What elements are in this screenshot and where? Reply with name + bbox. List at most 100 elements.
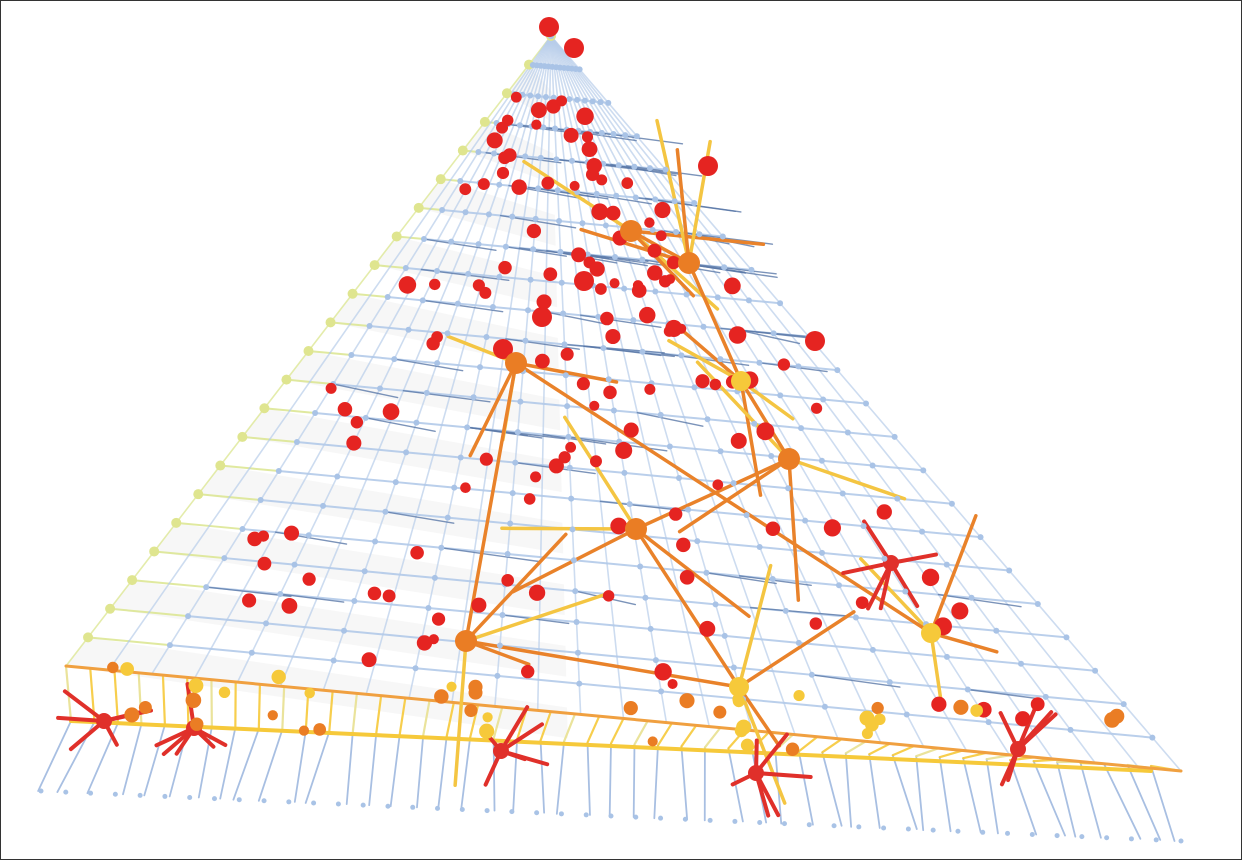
- node: [647, 736, 658, 747]
- member: [457, 334, 468, 366]
- member: [668, 445, 697, 450]
- node: [570, 557, 577, 564]
- node: [1030, 697, 1045, 712]
- node: [451, 484, 458, 491]
- member: [609, 593, 647, 599]
- member: [469, 550, 476, 582]
- node: [876, 504, 892, 520]
- member: [153, 550, 191, 556]
- member: [415, 421, 443, 426]
- node: [516, 122, 523, 129]
- member: [524, 125, 533, 158]
- member: [263, 378, 288, 410]
- member: [854, 616, 893, 622]
- node: [598, 129, 605, 136]
- node: [647, 625, 654, 632]
- member: [479, 366, 503, 371]
- node: [621, 469, 628, 476]
- member: [835, 645, 852, 680]
- member: [506, 63, 530, 95]
- member: [539, 525, 543, 558]
- heavy-member: [739, 379, 763, 497]
- member: [706, 418, 722, 453]
- node: [631, 163, 638, 170]
- member: [976, 566, 1011, 572]
- member: [433, 576, 471, 583]
- member: [386, 267, 407, 298]
- node: [943, 561, 950, 568]
- node: [552, 125, 559, 132]
- node: [730, 480, 737, 487]
- member: [633, 165, 656, 201]
- member: [242, 560, 261, 592]
- base-node: [831, 823, 837, 829]
- node: [248, 649, 255, 656]
- node: [703, 569, 710, 576]
- member: [175, 521, 211, 527]
- member: [758, 546, 792, 551]
- member: [797, 365, 824, 401]
- node: [756, 359, 763, 366]
- member: [277, 470, 310, 475]
- base-node: [311, 800, 317, 806]
- node: [589, 400, 600, 411]
- member: [529, 248, 534, 281]
- member: [384, 481, 397, 513]
- member: [465, 334, 488, 339]
- member: [562, 312, 566, 346]
- base-node: [459, 806, 465, 812]
- node: [576, 107, 594, 126]
- heavy-member: [929, 631, 999, 654]
- post: [351, 692, 358, 734]
- node: [325, 382, 337, 394]
- member: [537, 648, 579, 654]
- member: [946, 563, 973, 599]
- node: [863, 400, 869, 407]
- member: [757, 392, 779, 427]
- tie: [811, 674, 901, 688]
- member: [168, 553, 191, 585]
- node: [894, 495, 901, 502]
- base-node: [608, 813, 614, 819]
- node: [793, 689, 805, 702]
- member: [822, 398, 849, 434]
- member: [702, 325, 722, 360]
- member: [758, 361, 782, 397]
- member: [150, 644, 171, 675]
- tie: [738, 575, 812, 586]
- member: [436, 332, 449, 364]
- node: [475, 149, 482, 156]
- member: [737, 267, 766, 303]
- member: [555, 66, 563, 100]
- member: [268, 438, 298, 444]
- member: [649, 628, 657, 661]
- leg: [1126, 764, 1162, 841]
- member: [446, 302, 459, 335]
- node: [510, 91, 522, 103]
- member: [446, 486, 456, 519]
- leg: [368, 732, 378, 807]
- node: [215, 460, 226, 471]
- node: [714, 294, 721, 301]
- tie: [402, 389, 491, 403]
- member: [343, 629, 384, 636]
- member: [1030, 633, 1068, 639]
- node: [600, 345, 607, 352]
- member: [542, 372, 546, 405]
- member: [800, 427, 826, 432]
- node: [444, 514, 451, 521]
- member: [558, 220, 562, 253]
- member: [946, 717, 990, 724]
- leg: [608, 742, 612, 817]
- member: [564, 97, 574, 131]
- member: [715, 388, 732, 423]
- member: [569, 67, 590, 102]
- member: [922, 469, 953, 505]
- node: [564, 403, 571, 410]
- member: [983, 659, 1008, 694]
- base-node: [658, 815, 664, 821]
- member: [420, 239, 439, 271]
- node: [1010, 741, 1026, 757]
- member: [603, 101, 632, 137]
- node: [263, 620, 270, 627]
